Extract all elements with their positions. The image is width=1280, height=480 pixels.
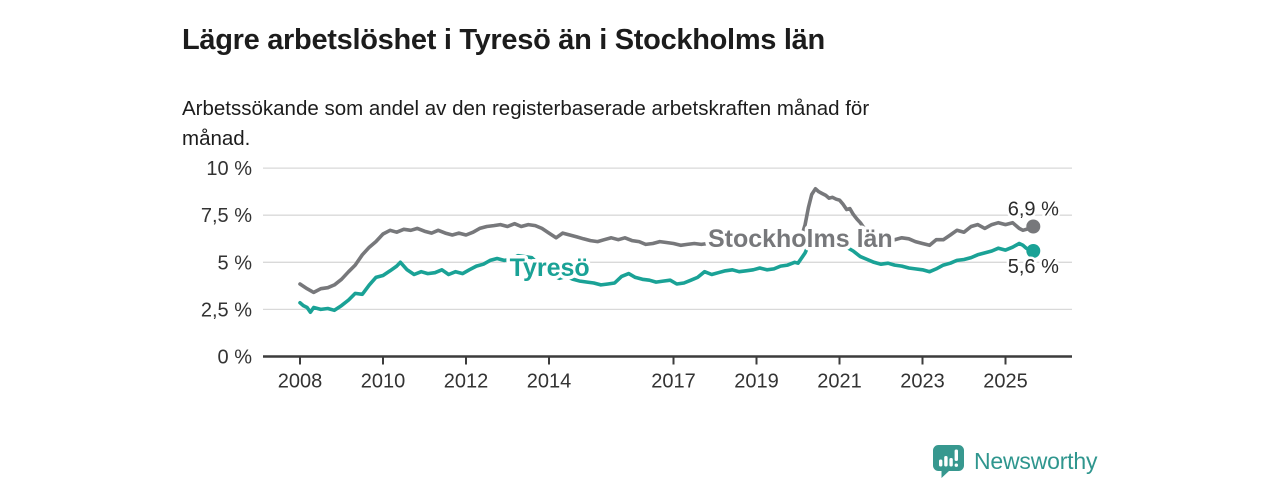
- x-tick-label: 2012: [444, 371, 489, 393]
- y-tick-label: 2,5 %: [201, 299, 252, 321]
- x-tick-label: 2008: [278, 371, 323, 393]
- x-tick-label: 2017: [651, 371, 696, 393]
- series-label-stockholms-l-n: Stockholms län: [708, 225, 893, 253]
- newsworthy-logo: Newsworthy: [932, 444, 1097, 479]
- x-tick-label: 2021: [817, 371, 862, 393]
- newsworthy-logo-text: Newsworthy: [974, 448, 1098, 474]
- series-end-dot-stockholms-l-n: [1026, 219, 1041, 234]
- series-line-tyres-: [298, 232, 1036, 315]
- series-line-stockholms-l-n: [298, 187, 1036, 295]
- y-tick-label: 7,5 %: [201, 205, 252, 227]
- y-tick-label: 5 %: [218, 252, 253, 274]
- y-tick-label: 10 %: [206, 158, 252, 180]
- series-end-label-tyres-: 5,6 %: [1008, 256, 1059, 278]
- series-label-tyres-: Tyresö: [510, 254, 590, 282]
- page-title: Lägre arbetslöshet i Tyresö än i Stockho…: [182, 24, 825, 57]
- series-end-label-stockholms-l-n: 6,9 %: [1008, 199, 1059, 221]
- bar-chart-speech-bubble-icon: [933, 445, 964, 478]
- y-tick-label: 0 %: [218, 347, 253, 369]
- x-tick-label: 2010: [361, 371, 406, 393]
- x-tick-label: 2019: [734, 371, 779, 393]
- x-tick-label: 2025: [983, 371, 1028, 393]
- x-tick-label: 2023: [900, 371, 945, 393]
- page-subtitle: Arbetssökande som andel av den registerb…: [182, 96, 870, 150]
- series-end-dot-tyres-: [1026, 243, 1041, 258]
- x-tick-label: 2014: [527, 371, 572, 393]
